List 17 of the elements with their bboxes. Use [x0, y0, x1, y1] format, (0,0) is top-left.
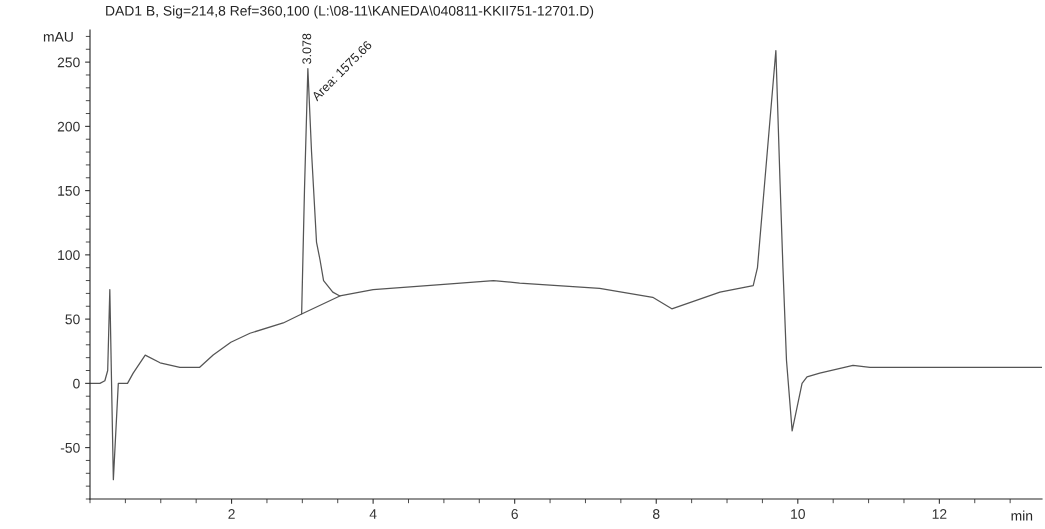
x-tick-label: 2 [228, 509, 235, 519]
x-tick-label: 6 [511, 509, 518, 519]
y-tick-label: 200 [57, 121, 80, 132]
y-tick-label: 50 [65, 314, 80, 325]
x-tick-label: 4 [369, 509, 377, 519]
y-tick-label: 0 [73, 378, 80, 389]
y-tick-label: 150 [58, 185, 80, 196]
x-tick-label: 8 [652, 509, 660, 519]
x-tick-label: 10 [791, 509, 805, 519]
x-tick-label: 12 [932, 509, 947, 519]
y-tick-label: -50 [60, 442, 80, 453]
y-tick-label: 100 [58, 250, 80, 261]
annotation: 3.078 [302, 33, 312, 64]
y-tick-label: 250 [57, 57, 80, 68]
chart-title: DAD1 B, Sig=214,8 Ref=360,100 (L:\08-11\KANEDA\040811-KKII751-12701.D) [106, 5, 594, 19]
x-axis-title: min [1011, 510, 1033, 521]
y-axis-title: mAU [43, 32, 73, 42]
